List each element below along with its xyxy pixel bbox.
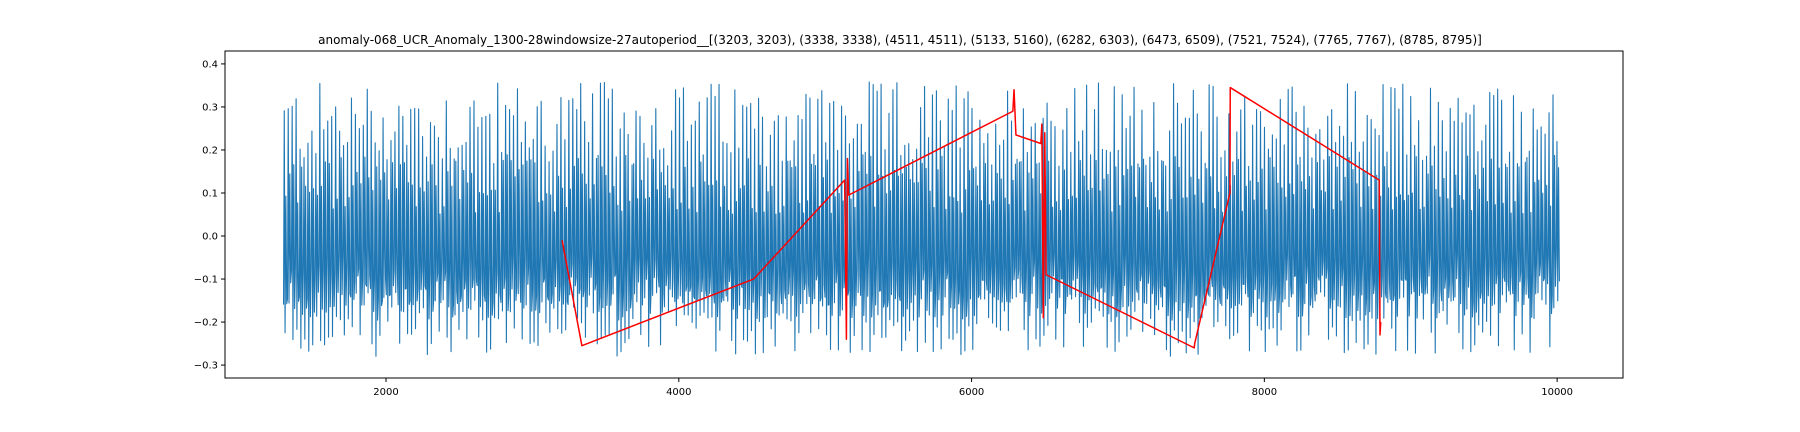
y-tick-label: 0.3 [202,102,218,113]
anomaly-series-line [561,86,1382,349]
y-tick-label: −0.1 [194,275,218,286]
x-tick-label: 2000 [373,387,398,398]
y-tick-label: 0.0 [202,232,218,243]
axes-frame [224,50,1624,379]
x-tick-label: 10000 [1541,387,1573,398]
y-tick-label: −0.3 [194,361,218,372]
x-tick-label: 8000 [1252,387,1277,398]
y-tick-label: 0.2 [202,145,218,156]
y-tick-label: 0.4 [202,59,218,70]
y-tick-label: −0.2 [194,318,218,329]
x-tick-label: 4000 [666,387,691,398]
signal-series-line [283,81,1560,357]
plot-area: 2000 4000 6000 8000 10000 −0.3 −0.2 −0.1 0.0 0.1 0… [194,50,1624,398]
y-tick-label: 0.1 [202,188,218,199]
chart-title: anomaly-068_UCR_Anomaly_1300-28windowsiz… [318,33,1482,47]
x-tick-label: 6000 [959,387,984,398]
